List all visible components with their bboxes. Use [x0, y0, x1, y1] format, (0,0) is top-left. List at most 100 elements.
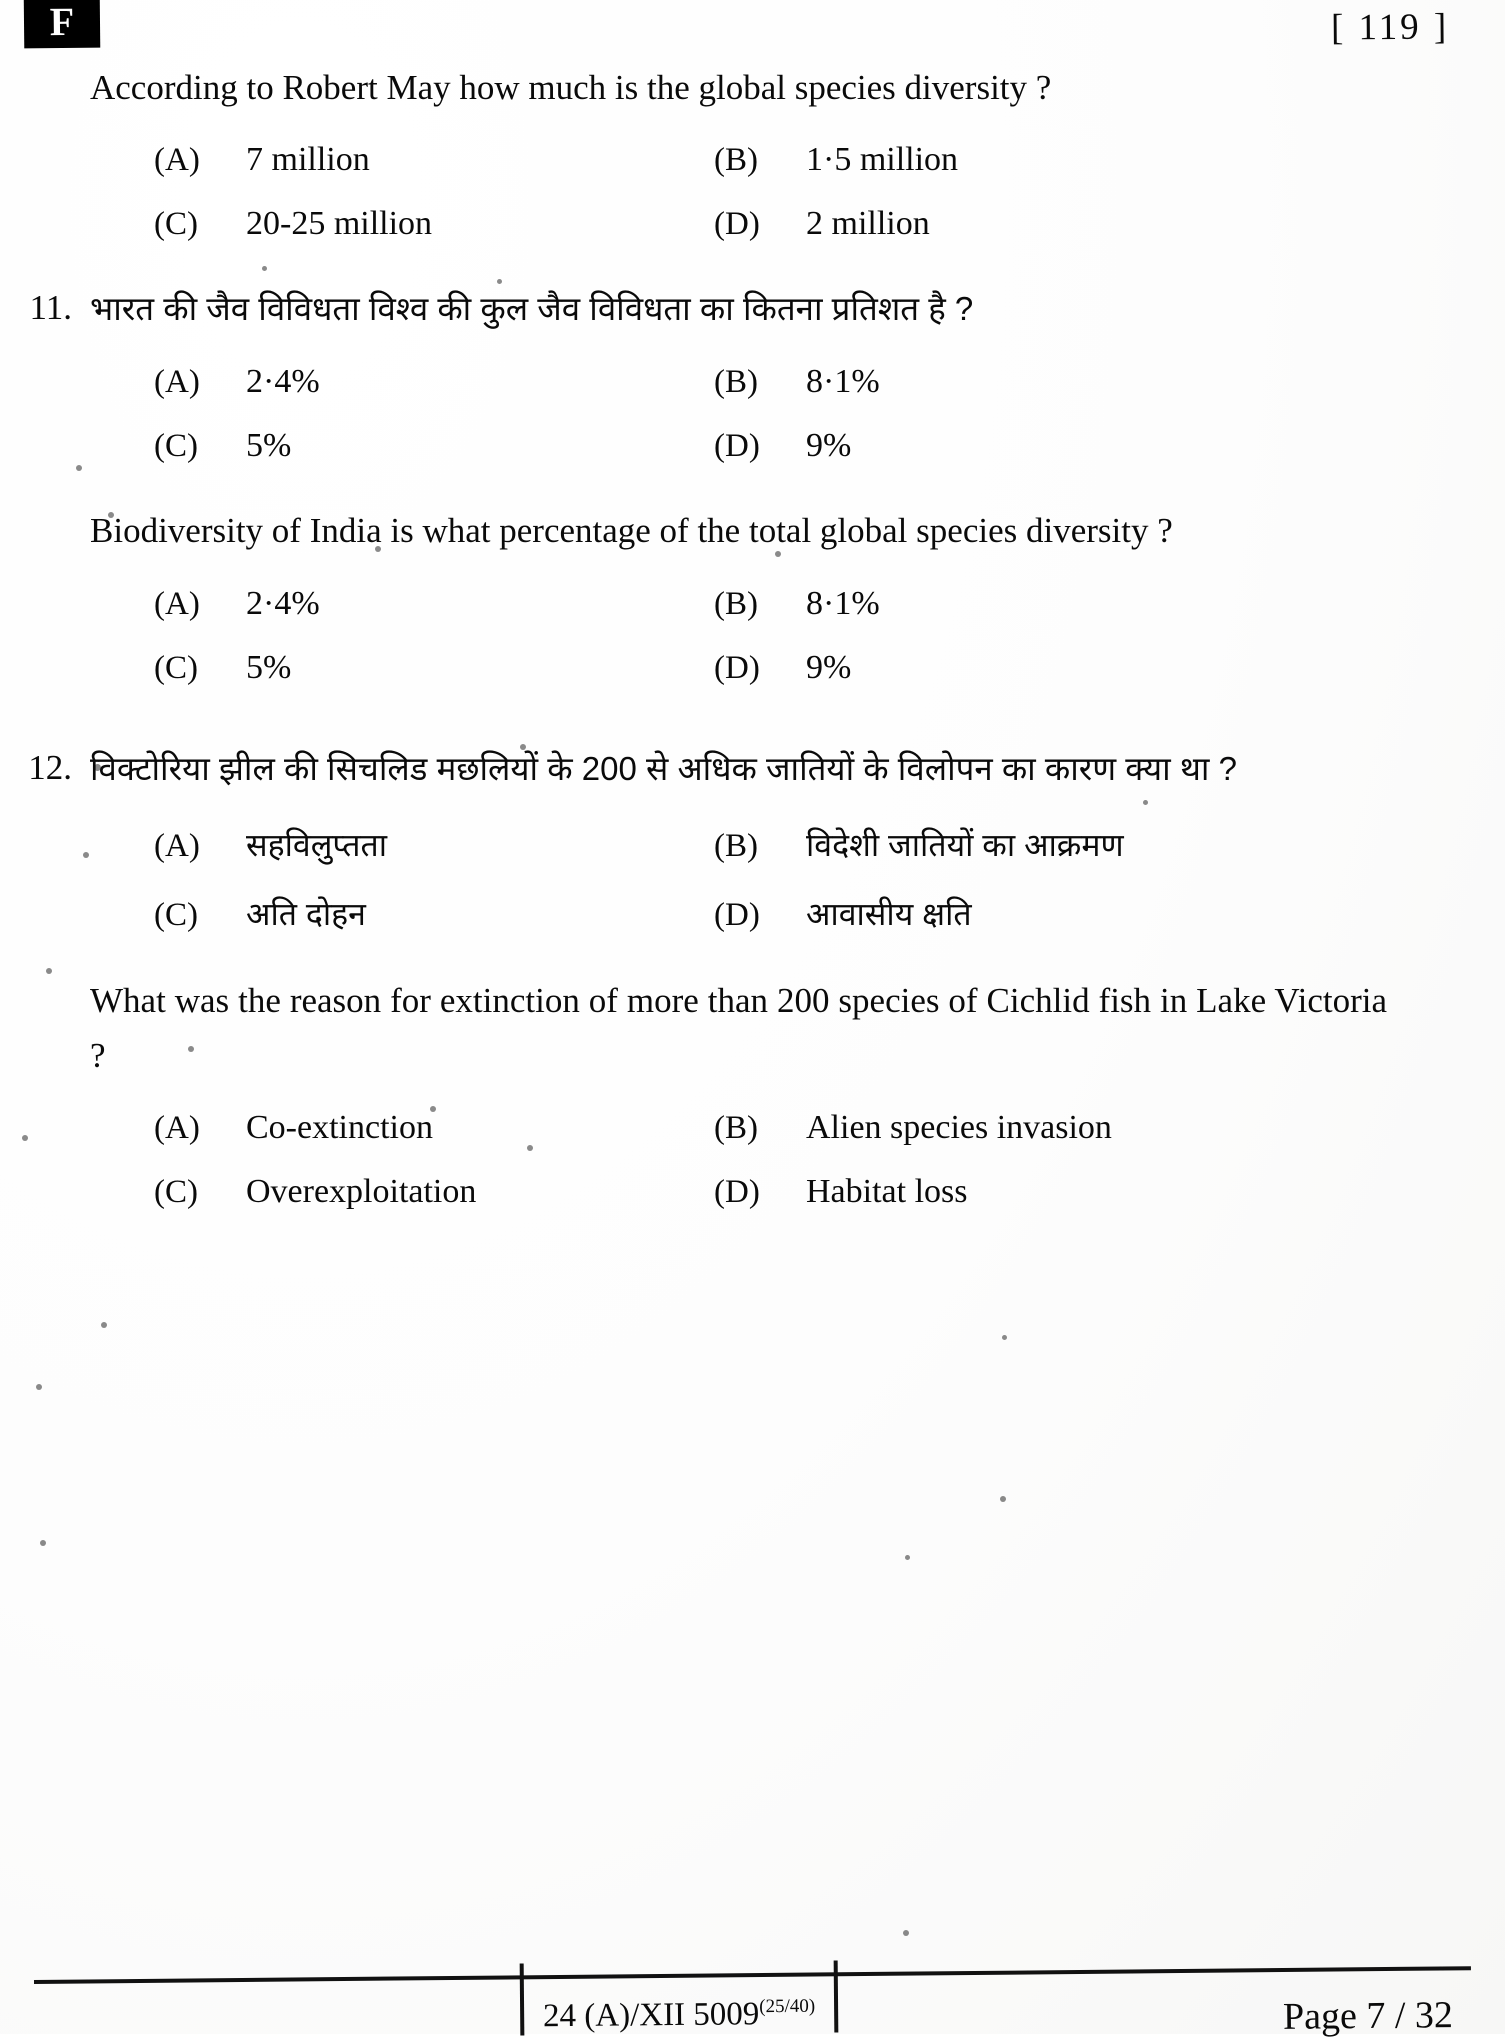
option-b[interactable]: (B) 8·1% — [714, 363, 1375, 401]
question-block: What was the reason for extinction of mo… — [0, 973, 1505, 1212]
option-d[interactable]: (D) आवासीय क्षति — [714, 892, 1375, 935]
option-d[interactable]: (D) 2 million — [714, 205, 1375, 243]
option-row: (A) 2·4% (B) 8·1% — [154, 585, 1375, 623]
question-list: According to Robert May how much is the … — [0, 60, 1505, 1211]
option-value: Overexploitation — [246, 1173, 477, 1211]
scan-speck — [520, 744, 526, 750]
option-d[interactable]: (D) 9% — [714, 427, 1375, 465]
option-value: 5% — [246, 648, 292, 686]
question-text: According to Robert May how much is the … — [90, 68, 1052, 107]
option-label: (D) — [714, 649, 760, 686]
question-text: विक्टोरिया झील की सिचलिड मछलियों के 200 … — [90, 749, 1237, 787]
option-value: आवासीय क्षति — [806, 895, 972, 932]
option-label: (A) — [154, 1110, 200, 1147]
option-label: (B) — [714, 364, 758, 401]
question-block: 12. विक्टोरिया झील की सिचलिड मछलियों के … — [0, 741, 1505, 935]
scan-speck — [108, 512, 114, 518]
option-value: 8·1% — [806, 363, 880, 401]
option-label: (B) — [714, 827, 758, 864]
page-footer: 24 (A)/XII 5009(25/40) Page 7 / 32 — [0, 1938, 1505, 2038]
scan-speck — [1002, 1335, 1007, 1340]
option-value: 7 million — [246, 141, 370, 179]
paper-code-sup: (25/40) — [759, 1995, 816, 2018]
option-label: (D) — [714, 206, 760, 243]
option-value: विदेशी जातियों का आक्रमण — [806, 826, 1124, 863]
scan-speck — [1143, 800, 1148, 805]
option-c[interactable]: (C) 5% — [154, 649, 714, 687]
option-grid: (A) Co-extinction (B) Alien species inva… — [72, 1109, 1505, 1211]
option-b[interactable]: (B) 8·1% — [714, 585, 1375, 623]
scan-speck — [262, 266, 267, 271]
option-a[interactable]: (A) सहविलुप्तता — [154, 823, 714, 866]
option-value: 2 million — [806, 205, 930, 243]
option-b[interactable]: (B) विदेशी जातियों का आक्रमण — [714, 823, 1375, 866]
option-value: 20-25 million — [246, 205, 433, 243]
corner-badge-letter: F — [49, 0, 75, 45]
option-a[interactable]: (A) 7 million — [154, 141, 714, 179]
scan-speck — [375, 546, 381, 552]
option-row: (C) 5% (D) 9% — [154, 649, 1375, 687]
scan-speck — [94, 764, 101, 771]
option-grid: (A) 2·4% (B) 8·1% (C) 5% (D) 9% — [72, 585, 1505, 687]
paper-code: 24 (A)/XII 5009(25/40) — [543, 1996, 816, 2036]
option-label: (D) — [714, 1174, 760, 1211]
scan-speck — [775, 551, 781, 557]
page-marker: [ 119 ] — [1330, 6, 1450, 49]
option-grid: (A) 2·4% (B) 8·1% (C) 5% (D) 9% — [72, 363, 1505, 465]
option-row: (A) 7 million (B) 1·5 million — [154, 141, 1375, 179]
option-value: अति दोहन — [246, 895, 366, 932]
option-value: 8·1% — [806, 584, 880, 622]
scan-speck — [903, 1930, 909, 1936]
option-label: (C) — [154, 1174, 198, 1211]
scan-speck — [101, 1322, 107, 1328]
option-a[interactable]: (A) Co-extinction — [154, 1109, 714, 1147]
option-value: Habitat loss — [806, 1173, 968, 1211]
scan-speck — [497, 279, 502, 284]
option-label: (C) — [154, 896, 198, 933]
option-grid: (A) सहविलुप्तता (B) विदेशी जातियों का आक… — [72, 823, 1505, 935]
question-text: भारत की जैव विविधता विश्व की कुल जैव विव… — [90, 290, 974, 328]
option-label: (A) — [154, 827, 200, 864]
corner-badge: F — [23, 0, 101, 49]
option-value: 2·4% — [246, 584, 320, 622]
question-text: Biodiversity of India is what percentage… — [90, 511, 1173, 551]
option-label: (D) — [714, 428, 760, 465]
option-label: (B) — [714, 585, 758, 622]
option-d[interactable]: (D) 9% — [714, 649, 1375, 687]
option-c[interactable]: (C) अति दोहन — [154, 892, 714, 935]
option-value: सहविलुप्तता — [246, 826, 388, 863]
option-c[interactable]: (C) 20-25 million — [154, 205, 714, 243]
option-label: (C) — [154, 428, 198, 465]
option-row: (A) Co-extinction (B) Alien species inva… — [154, 1109, 1375, 1147]
option-c[interactable]: (C) 5% — [154, 427, 714, 465]
question-number: 11. — [29, 288, 72, 328]
option-label: (D) — [714, 896, 760, 933]
scan-speck — [188, 1046, 194, 1052]
scan-speck — [76, 465, 82, 471]
option-d[interactable]: (D) Habitat loss — [714, 1173, 1375, 1211]
option-label: (B) — [714, 142, 758, 179]
option-b[interactable]: (B) Alien species invasion — [714, 1109, 1375, 1147]
scan-speck — [430, 1106, 436, 1112]
scan-speck — [40, 1540, 46, 1546]
option-value: 9% — [806, 427, 852, 465]
option-row: (C) अति दोहन (D) आवासीय क्षति — [154, 892, 1375, 935]
option-row: (A) 2·4% (B) 8·1% — [154, 363, 1375, 401]
option-c[interactable]: (C) Overexploitation — [154, 1173, 714, 1211]
option-label: (C) — [154, 206, 198, 243]
question-text: What was the reason for extinction of mo… — [90, 980, 1387, 1076]
paper-code-box: 24 (A)/XII 5009(25/40) — [519, 1960, 839, 2036]
option-value: 1·5 million — [806, 141, 959, 179]
option-a[interactable]: (A) 2·4% — [154, 363, 714, 401]
option-value: 2·4% — [246, 363, 320, 401]
option-label: (A) — [154, 364, 200, 401]
page-number: Page 7 / 32 — [1282, 1994, 1454, 2038]
paper-code-text: 24 (A)/XII 5009 — [542, 1996, 760, 2035]
option-b[interactable]: (B) 1·5 million — [714, 141, 1375, 179]
option-label: (A) — [154, 585, 200, 622]
option-value: 5% — [246, 427, 292, 465]
option-row: (C) Overexploitation (D) Habitat loss — [154, 1173, 1375, 1211]
option-a[interactable]: (A) 2·4% — [154, 585, 714, 623]
scan-speck — [527, 1145, 533, 1151]
